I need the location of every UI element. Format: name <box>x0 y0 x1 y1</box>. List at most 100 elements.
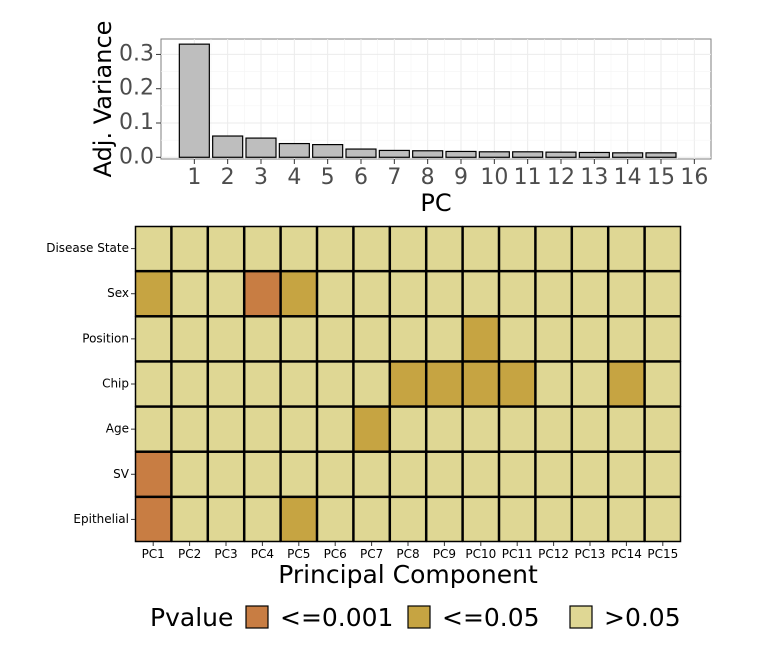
heatmap-y-tick-label: Chip <box>102 377 129 391</box>
bar-x-tick-label: 4 <box>287 165 301 190</box>
heatmap-cell-position-pc12 <box>535 316 573 362</box>
pvalue-heatmap: Disease State Sex Position Chip Age SV Epithel… <box>46 225 682 589</box>
heatmap-cell-sv-pc9 <box>425 451 463 498</box>
heatmap-cell-chip-pc11 <box>498 361 536 407</box>
legend-label: >0.05 <box>604 603 681 632</box>
heatmap-cell-chip-pc3 <box>207 361 245 407</box>
heatmap-cell-age-pc15 <box>644 406 682 452</box>
heatmap-y-tick-label: SV <box>113 467 130 481</box>
heatmap-cells <box>134 225 682 543</box>
heatmap-cell-sex-pc4 <box>243 270 281 317</box>
heatmap-x-tick-label: PC15 <box>647 547 678 561</box>
heatmap-cell-position-pc4 <box>243 316 281 362</box>
heatmap-cell-chip-pc4 <box>243 361 281 407</box>
heatmap-x-tick-label: PC12 <box>538 547 569 561</box>
heatmap-cell-sex-pc2 <box>171 270 209 317</box>
heatmap-cell-position-pc6 <box>316 316 354 362</box>
heatmap-cell-sv-pc5 <box>280 451 318 498</box>
bar-pc-9 <box>445 150 477 158</box>
heatmap-cell-sex-pc12 <box>535 270 573 317</box>
heatmap-x-tick-label: PC1 <box>142 547 165 561</box>
heatmap-cell-sex-pc11 <box>498 270 536 317</box>
heatmap-cell-epithelial-pc13 <box>571 496 609 543</box>
bar-pc-12 <box>545 151 577 158</box>
bar-pc-5 <box>312 144 344 158</box>
heatmap-cell-position-pc14 <box>607 316 645 362</box>
heatmap-cell-epithelial-pc8 <box>389 496 427 543</box>
bar-x-tick-label: 14 <box>614 165 642 190</box>
heatmap-cell-age-pc2 <box>171 406 209 452</box>
legend-label: <=0.05 <box>442 603 540 632</box>
pvalue-legend: Pvalue <=0.001 <=0.05 >0.05 <box>150 603 681 632</box>
heatmap-x-tick-label: PC14 <box>611 547 642 561</box>
heatmap-cell-epithelial-pc15 <box>644 496 682 543</box>
bar-y-tick-label: 0.3 <box>119 41 154 66</box>
bar-grid <box>161 39 711 159</box>
heatmap-cell-chip-pc5 <box>280 361 318 407</box>
heatmap-cell-sv-pc11 <box>498 451 536 498</box>
heatmap-cell-chip-pc13 <box>571 361 609 407</box>
heatmap-cell-chip-pc10 <box>462 361 500 407</box>
heatmap-cell-position-pc9 <box>425 316 463 362</box>
heatmap-cell-sex-pc6 <box>316 270 354 317</box>
heatmap-x-tick-label: PC10 <box>465 547 496 561</box>
heatmap-cell-sv-pc3 <box>207 451 245 498</box>
bar-x-tick-label: 5 <box>321 165 335 190</box>
heatmap-cell-sex-pc14 <box>607 270 645 317</box>
heatmap-cell-disease-state-pc1 <box>134 225 172 272</box>
heatmap-cell-age-pc9 <box>425 406 463 452</box>
bar-x-tick-label: 3 <box>254 165 268 190</box>
heatmap-x-axis-label: Principal Component <box>278 560 538 589</box>
heatmap-cell-sex-pc1 <box>134 270 172 317</box>
heatmap-cell-epithelial-pc5 <box>280 496 318 543</box>
heatmap-x-tick-label: PC7 <box>360 547 383 561</box>
heatmap-cell-disease-state-pc5 <box>280 225 318 272</box>
bar-x-tick-label: 12 <box>547 165 575 190</box>
heatmap-cell-sv-pc14 <box>607 451 645 498</box>
heatmap-cell-chip-pc6 <box>316 361 354 407</box>
heatmap-cell-age-pc3 <box>207 406 245 452</box>
heatmap-x-ticks: PC1 PC2 PC3 PC4 PC5 PC6 PC7 PC8 PC9 PC10 PC11 PC12 P… <box>142 542 678 561</box>
heatmap-cell-position-pc7 <box>353 316 391 362</box>
heatmap-cell-disease-state-pc6 <box>316 225 354 272</box>
heatmap-cell-sex-pc5 <box>280 270 318 317</box>
heatmap-cell-position-pc10 <box>462 316 500 362</box>
heatmap-cell-sv-pc15 <box>644 451 682 498</box>
heatmap-x-tick-label: PC6 <box>324 547 347 561</box>
heatmap-cell-disease-state-pc15 <box>644 225 682 272</box>
bar-x-tick-label: 13 <box>580 165 608 190</box>
heatmap-cell-position-pc1 <box>134 316 172 362</box>
heatmap-cell-sex-pc13 <box>571 270 609 317</box>
bar-pc-6 <box>345 148 377 158</box>
heatmap-cell-position-pc5 <box>280 316 318 362</box>
heatmap-cell-age-pc4 <box>243 406 281 452</box>
bar-y-tick-label: 0.0 <box>119 144 154 169</box>
legend-items: <=0.001 <=0.05 >0.05 <box>245 603 681 632</box>
heatmap-cell-sv-pc4 <box>243 451 281 498</box>
heatmap-cell-epithelial-pc1 <box>134 496 172 543</box>
heatmap-cell-age-pc8 <box>389 406 427 452</box>
heatmap-cell-epithelial-pc11 <box>498 496 536 543</box>
bar-y-tick-label: 0.1 <box>119 110 154 135</box>
legend-title: Pvalue <box>150 603 233 632</box>
bar-pc-8 <box>412 150 444 158</box>
heatmap-cell-age-pc1 <box>134 406 172 452</box>
heatmap-cell-epithelial-pc7 <box>353 496 391 543</box>
heatmap-cell-age-pc6 <box>316 406 354 452</box>
heatmap-cell-epithelial-pc9 <box>425 496 463 543</box>
bar-y-axis-label: Adj. Variance <box>89 21 117 178</box>
heatmap-cell-chip-pc8 <box>389 361 427 407</box>
heatmap-cell-sex-pc15 <box>644 270 682 317</box>
heatmap-cell-chip-pc14 <box>607 361 645 407</box>
heatmap-y-tick-label: Position <box>82 331 129 345</box>
heatmap-cell-epithelial-pc2 <box>171 496 209 543</box>
heatmap-cell-position-pc3 <box>207 316 245 362</box>
heatmap-cell-position-pc11 <box>498 316 536 362</box>
bar-x-tick-label: 9 <box>454 165 468 190</box>
heatmap-cell-sv-pc6 <box>316 451 354 498</box>
heatmap-cell-sv-pc7 <box>353 451 391 498</box>
heatmap-cell-epithelial-pc12 <box>535 496 573 543</box>
heatmap-cell-chip-pc12 <box>535 361 573 407</box>
heatmap-x-tick-label: PC13 <box>575 547 606 561</box>
